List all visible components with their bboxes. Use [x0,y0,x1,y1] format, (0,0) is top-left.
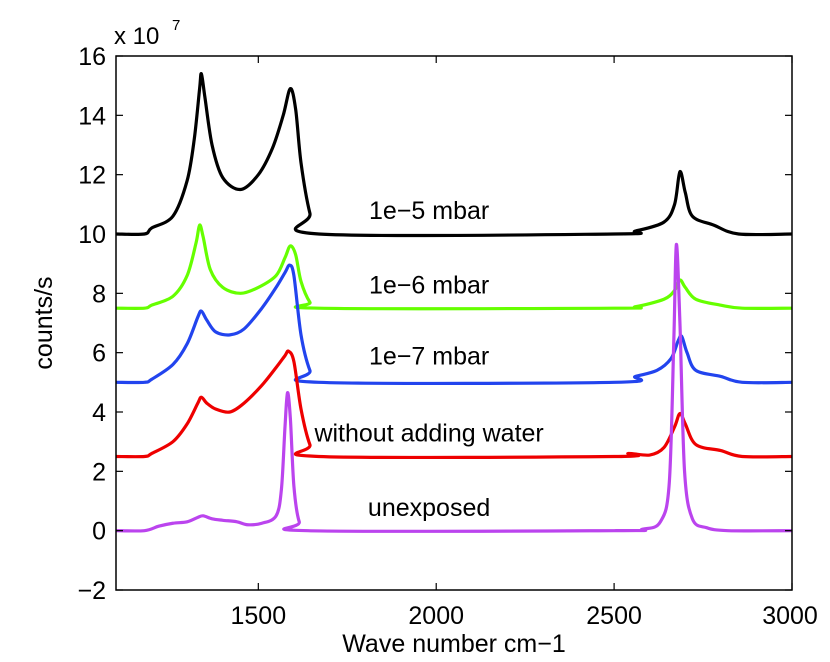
y-tick-label: 10 [78,221,106,249]
series-group [115,72,793,533]
y-tick-label: 16 [78,43,106,71]
y-tick-label: 4 [92,399,106,427]
x-tick-label: 1500 [231,602,287,630]
y-multiplier-exponent: 7 [172,17,180,34]
y-tick-label: 0 [92,518,106,546]
series-line-3 [115,349,793,460]
y-tick-label: 8 [92,280,106,308]
y-multiplier-base: x 10 [114,23,159,50]
y-tick-label: −2 [77,577,106,605]
curve-label-4: unexposed [368,494,490,522]
curve-label-3: without adding water [313,420,543,448]
x-axis-label: Wave number cm−1 [342,630,565,658]
curve-label-group: 1e−5 mbar 1e−6 mbar 1e−7 mbar without addin… [313,197,543,522]
curve-label-1: 1e−6 mbar [369,271,489,299]
series-line-0 [115,72,793,238]
x-tick-label: 2000 [408,602,464,630]
y-axis: −2 0 2 4 6 8 10 12 14 16 [77,43,792,605]
y-tick-label: 14 [78,102,106,130]
series-line-4 [115,242,793,533]
curve-label-0: 1e−5 mbar [369,197,489,225]
y-axis-label: counts/s [30,276,58,369]
x-axis: 1500 2000 2500 3000 [231,56,818,630]
curve-label-2: 1e−7 mbar [369,343,489,371]
x-tick-label: 3000 [762,602,818,630]
y-tick-label: 6 [92,340,106,368]
y-tick-label: 12 [78,162,106,190]
y-tick-label: 2 [92,458,106,486]
plot-area-frame [115,55,793,591]
x-tick-label: 2500 [586,602,642,630]
